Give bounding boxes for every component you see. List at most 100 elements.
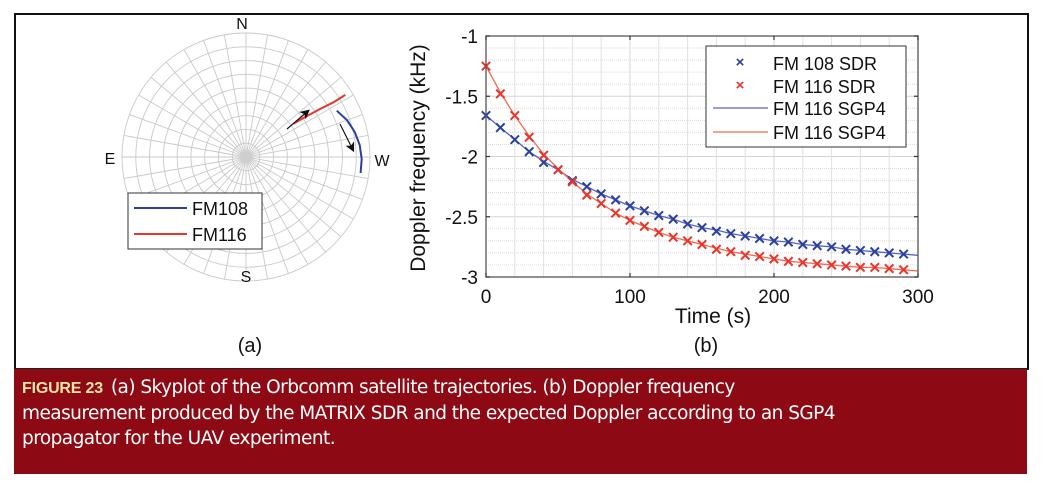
- azimuth-spoke: [245, 94, 354, 158]
- marker-fm-108-sdr: [855, 245, 866, 256]
- azimuth-spoke: [129, 156, 247, 200]
- marker-fm-116-sdr: [567, 176, 578, 187]
- marker-fm-108-sdr: [625, 200, 635, 211]
- marker-fm-116-sdr: [884, 263, 895, 274]
- marker-fm-116-sdr: [697, 239, 707, 250]
- azimuth-spoke: [245, 156, 327, 253]
- marker-fm-108-sdr: [538, 157, 549, 168]
- y-tick-label: -1.5: [445, 87, 478, 108]
- marker-fm-116-sdr: [898, 264, 909, 275]
- skyplot-center: [240, 151, 252, 163]
- marker-fm-108-sdr: [841, 244, 851, 255]
- y-axis-label: Doppler frequency (kHz): [407, 44, 430, 272]
- marker-fm-108-sdr: [884, 247, 895, 258]
- legend-marker-fm116-sdr: ×: [736, 77, 745, 94]
- marker-fm-116-sdr: [625, 215, 635, 226]
- azimuth-spoke: [245, 49, 309, 158]
- marker-fm-108-sdr: [869, 246, 880, 257]
- azimuth-spoke: [245, 40, 289, 158]
- y-tick-label: -2: [461, 148, 478, 169]
- doppler-series: [481, 61, 919, 275]
- marker-fm-108-sdr: [495, 122, 506, 133]
- legend-label-fm108-sgp4: FM 116 SGP4: [773, 99, 886, 119]
- elevation-ring: [217, 128, 275, 186]
- azimuth-spoke: [123, 156, 247, 179]
- marker-fm-108-sdr: [826, 241, 837, 252]
- marker-fm-108-sdr: [740, 231, 751, 241]
- azimuth-spoke: [183, 49, 247, 158]
- marker-fm-108-sdr: [596, 188, 607, 199]
- direction-east: E: [105, 151, 116, 168]
- azimuth-spoke: [245, 156, 289, 274]
- caption-line: FIGURE 23 (a) Skyplot of the Orbcomm sate…: [22, 375, 1027, 401]
- skyplot-arrows: [286, 109, 355, 153]
- caption-text: (a) Skyplot of the Orbcomm satellite tra…: [110, 377, 735, 398]
- panel-label-b: (b): [694, 335, 718, 357]
- x-tick-label: 300: [902, 287, 934, 308]
- caption-line: propagator for the UAV experiment.: [22, 428, 336, 449]
- skyplot: N S E W FM108 FM116 (a): [105, 16, 391, 357]
- azimuth-spoke: [129, 114, 247, 158]
- marker-fm-116-sdr: [682, 235, 693, 246]
- legend-label-fm116-sgp4: FM 116 SGP4: [773, 123, 886, 143]
- marker-fm-116-sdr: [596, 198, 607, 209]
- marker-fm-116-sdr: [826, 260, 837, 270]
- marker-fm-116-sdr: [495, 88, 506, 99]
- marker-fm-116-sdr: [524, 132, 535, 143]
- marker-fm-108-sdr: [898, 249, 909, 260]
- skyplot-legend: FM108 FM116: [127, 192, 263, 250]
- doppler-ticks: [485, 35, 919, 278]
- skyplot-series: [292, 94, 363, 174]
- elevation-ring: [231, 142, 261, 172]
- marker-fm-116-sdr: [711, 244, 722, 255]
- azimuth-spoke: [245, 156, 342, 238]
- azimuth-spoke: [203, 40, 247, 158]
- y-tick-label: -3: [461, 268, 478, 289]
- marker-fm-116-sdr: [841, 261, 851, 272]
- elevation-ring: [149, 60, 343, 254]
- marker-fm-108-sdr: [711, 226, 722, 237]
- marker-fm-108-sdr: [797, 239, 808, 250]
- direction-north: N: [236, 16, 248, 33]
- y-tick-label: -2.5: [445, 208, 478, 229]
- marker-fm-108-sdr: [509, 134, 520, 145]
- x-tick-label: 100: [614, 287, 646, 308]
- figure-caption: FIGURE 23 (a) Skyplot of the Orbcomm sate…: [14, 369, 1027, 474]
- marker-fm-116-sdr: [855, 262, 866, 273]
- marker-fm-116-sdr: [509, 110, 520, 121]
- marker-fm-108-sdr: [769, 235, 779, 246]
- azimuth-spoke: [224, 34, 247, 158]
- marker-fm-116-sdr: [668, 232, 679, 243]
- marker-fm-108-sdr: [639, 205, 650, 216]
- marker-fm-108-sdr: [653, 210, 664, 221]
- legend-marker-fm108-sdr: ×: [736, 54, 745, 71]
- azimuth-spoke: [245, 156, 363, 200]
- azimuth-spoke: [138, 94, 247, 158]
- x-tick-label: 0: [481, 287, 492, 308]
- marker-fm-116-sdr: [639, 221, 650, 232]
- marker-fm-116-sdr: [754, 251, 765, 262]
- legend-label-fm108-sdr: FM 108 SDR: [773, 54, 877, 74]
- marker-fm-108-sdr: [524, 146, 535, 157]
- arrow-fm108: [339, 123, 355, 153]
- azimuth-spoke: [245, 156, 369, 179]
- marker-fm-116-sdr: [783, 256, 794, 267]
- marker-fm-116-sdr: [653, 227, 664, 238]
- azimuth-spoke: [123, 135, 247, 158]
- marker-fm-116-sdr: [725, 246, 736, 257]
- elevation-ring: [121, 32, 371, 282]
- marker-fm-108-sdr: [697, 222, 707, 233]
- marker-fm-116-sdr: [797, 257, 808, 268]
- legend-label-fm116: FM116: [192, 225, 247, 245]
- panel-label-a: (a): [238, 335, 262, 357]
- marker-fm-116-sdr: [581, 190, 592, 200]
- marker-fm-116-sdr: [553, 164, 563, 175]
- marker-fm-116-sdr: [740, 250, 751, 261]
- elevation-ring: [135, 46, 357, 268]
- azimuth-spoke: [245, 34, 268, 158]
- azimuth-spoke: [150, 76, 247, 158]
- marker-fm-108-sdr: [682, 219, 693, 229]
- x-axis-label: Time (s): [675, 305, 751, 328]
- direction-west: W: [374, 153, 390, 170]
